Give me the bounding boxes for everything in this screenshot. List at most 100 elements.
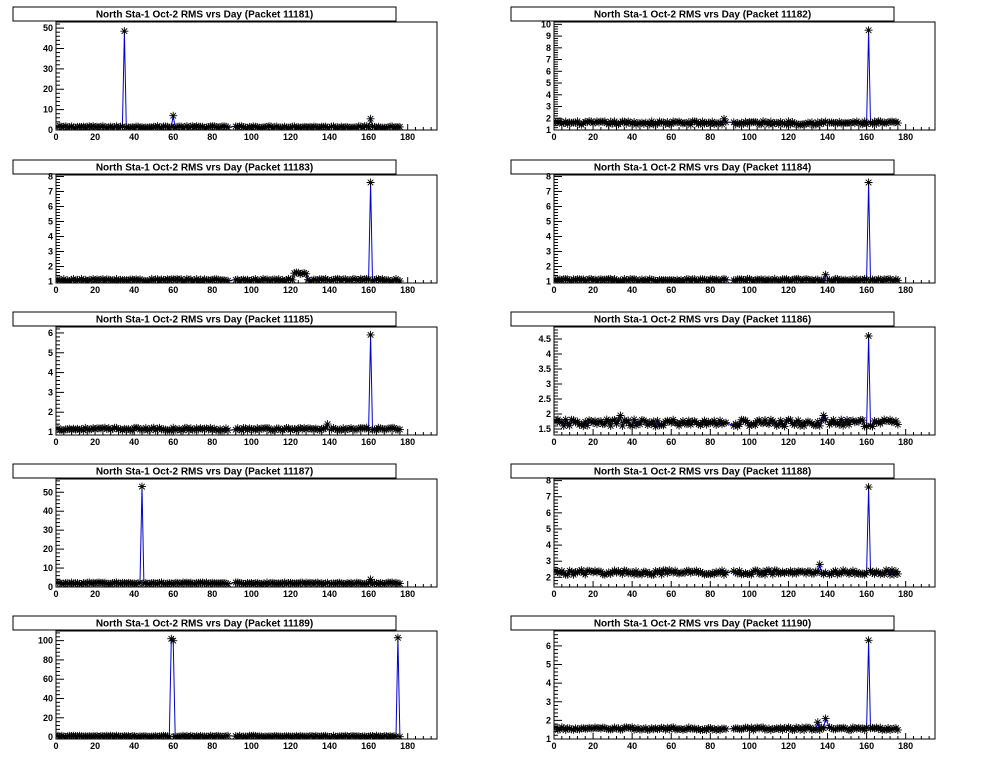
data-point bbox=[800, 421, 809, 430]
data-point bbox=[612, 419, 621, 428]
data-point bbox=[862, 723, 871, 732]
data-point bbox=[106, 579, 115, 587]
data-point bbox=[719, 114, 728, 123]
data-point bbox=[282, 579, 291, 587]
data-point bbox=[817, 569, 826, 578]
data-point bbox=[866, 421, 875, 430]
data-point bbox=[67, 122, 76, 130]
data-point bbox=[147, 424, 156, 433]
x-tick-label: 120 bbox=[283, 132, 298, 142]
data-point bbox=[802, 275, 811, 283]
y-tick-label: 2 bbox=[546, 113, 551, 123]
data-point bbox=[739, 724, 748, 733]
data-point bbox=[602, 724, 611, 733]
data-point bbox=[67, 578, 76, 587]
data-point bbox=[571, 418, 580, 427]
data-point bbox=[583, 118, 592, 127]
plot-frame bbox=[553, 174, 936, 284]
data-series bbox=[554, 483, 902, 579]
data-point bbox=[300, 579, 309, 587]
y-tick-label: 7 bbox=[546, 187, 551, 197]
chart-panel-5: North Sta-1 Oct-2 RMS vrs Day (Packet 11… bbox=[12, 311, 438, 447]
data-point bbox=[182, 274, 191, 283]
data-point bbox=[592, 568, 601, 577]
data-point bbox=[91, 425, 100, 434]
x-tick-label: 140 bbox=[322, 741, 337, 751]
data-point bbox=[585, 416, 594, 425]
data-point bbox=[94, 732, 103, 739]
plot-frame bbox=[55, 630, 438, 740]
x-tick-label: 60 bbox=[666, 741, 676, 751]
x-tick-label: 60 bbox=[666, 437, 676, 447]
data-point bbox=[692, 725, 701, 734]
data-point bbox=[759, 117, 768, 126]
data-point bbox=[345, 732, 354, 739]
data-point bbox=[335, 578, 344, 587]
data-point bbox=[794, 274, 803, 283]
data-point bbox=[872, 276, 881, 283]
x-tick-label: 180 bbox=[400, 285, 415, 295]
x-tick-label: 100 bbox=[244, 741, 259, 751]
y-tick-label: 20 bbox=[43, 544, 53, 554]
data-point bbox=[147, 123, 156, 130]
data-point bbox=[290, 122, 299, 130]
data-point bbox=[198, 425, 207, 434]
data-point bbox=[780, 422, 789, 431]
data-point bbox=[649, 570, 658, 579]
data-point bbox=[233, 275, 242, 283]
data-series bbox=[56, 27, 404, 130]
data-point bbox=[294, 579, 303, 587]
data-point bbox=[391, 578, 400, 587]
y-tick-label: 3 bbox=[546, 247, 551, 257]
data-point bbox=[755, 275, 764, 283]
data-point bbox=[581, 570, 590, 579]
data-point bbox=[268, 123, 277, 130]
data-point bbox=[554, 415, 562, 424]
data-point bbox=[798, 276, 807, 283]
y-tick-label: 10 bbox=[541, 19, 551, 29]
data-point bbox=[719, 274, 728, 283]
data-point bbox=[247, 276, 256, 283]
data-point bbox=[270, 123, 279, 130]
data-point bbox=[712, 275, 721, 283]
y-tick-label: 7 bbox=[48, 187, 53, 197]
data-point bbox=[364, 275, 373, 283]
data-point bbox=[71, 276, 80, 283]
data-point bbox=[190, 579, 199, 587]
y-tick-label: 3 bbox=[546, 556, 551, 566]
data-point bbox=[854, 723, 863, 732]
data-point bbox=[130, 123, 139, 130]
data-point bbox=[682, 119, 691, 128]
data-point bbox=[704, 569, 713, 578]
data-point bbox=[634, 724, 643, 733]
data-point bbox=[690, 567, 699, 576]
data-point bbox=[223, 426, 232, 435]
x-tick-label: 0 bbox=[53, 285, 58, 295]
data-point bbox=[65, 277, 74, 283]
data-point bbox=[343, 122, 352, 130]
data-point bbox=[561, 415, 570, 424]
data-point bbox=[286, 578, 295, 587]
data-point bbox=[186, 578, 195, 587]
data-point bbox=[214, 275, 223, 283]
data-point bbox=[575, 420, 584, 429]
data-point bbox=[372, 731, 381, 739]
data-point bbox=[114, 123, 123, 130]
plot-frame bbox=[55, 21, 438, 131]
data-point bbox=[362, 579, 371, 587]
data-point bbox=[860, 117, 869, 126]
x-tick-label: 100 bbox=[244, 589, 259, 599]
data-point bbox=[128, 123, 137, 130]
data-point bbox=[329, 275, 338, 283]
data-point bbox=[700, 119, 709, 128]
y-tick-label: 4 bbox=[546, 90, 551, 100]
data-point bbox=[864, 26, 873, 35]
data-point bbox=[264, 579, 273, 587]
data-point bbox=[891, 416, 900, 425]
data-point bbox=[809, 276, 818, 283]
data-point bbox=[341, 425, 350, 434]
data-point bbox=[581, 417, 590, 426]
y-tick-label: 3 bbox=[48, 247, 53, 257]
x-tick-label: 0 bbox=[551, 741, 556, 751]
data-point bbox=[169, 579, 178, 587]
